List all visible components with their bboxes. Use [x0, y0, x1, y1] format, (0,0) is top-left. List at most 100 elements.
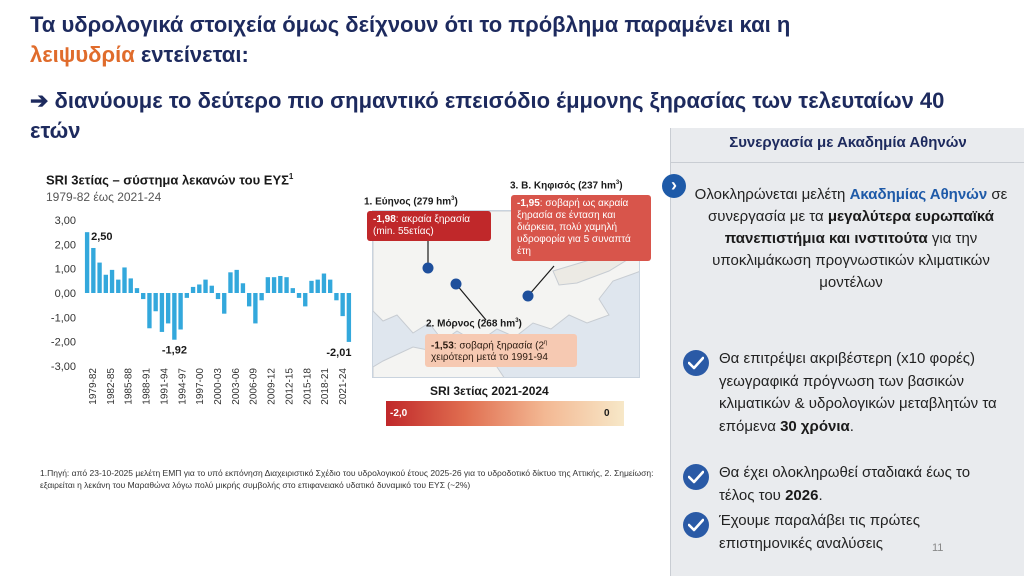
x-tick-label: 1979-82	[88, 368, 99, 405]
chart-bar	[141, 293, 146, 300]
chart-bar	[91, 247, 96, 293]
chart-bar	[153, 293, 158, 312]
chart-bar	[234, 269, 239, 293]
chart-bar	[222, 293, 227, 314]
y-tick-label: -2,00	[51, 337, 76, 349]
mornos-callout: -1,53: σοβαρή ξηρασία (2η χειρότερη μετά…	[425, 334, 577, 368]
slide-title: Τα υδρολογικά στοιχεία όμως δείχνουν ότι…	[30, 10, 990, 70]
data-label: -2,01	[326, 347, 351, 359]
title-accent-word: λειψυδρία	[30, 42, 135, 67]
chart-bar	[97, 262, 102, 293]
chart-bar	[159, 293, 165, 332]
chart-bar	[303, 293, 308, 307]
x-tick-label: 1985-88	[124, 368, 135, 405]
legend-title: SRI 3ετίας 2021-2024	[430, 384, 549, 398]
x-tick-label: 2009-12	[267, 368, 278, 405]
chart-title-footnote-ref: 1	[288, 172, 294, 181]
chevron-right-icon: ›	[662, 174, 686, 198]
chart-bar	[203, 279, 208, 293]
x-tick-label: 1997-00	[195, 368, 206, 405]
chart-bar	[271, 277, 277, 293]
data-label: 2,50	[91, 231, 112, 243]
bullet-item-1: Θα επιτρέψει ακριβέστερη (x10 φορές) γεω…	[683, 348, 1015, 448]
chart-bar	[184, 293, 190, 298]
chart-bar	[259, 293, 264, 301]
title-line2: εντείνεται:	[134, 42, 249, 67]
panel-intro-text: Ολοκληρώνεται μελέτη Ακαδημίας Αθηνών σε…	[694, 186, 1008, 291]
y-tick-label: -1,00	[51, 312, 76, 324]
x-tick-label: 1988-91	[142, 368, 153, 405]
chart-bar	[290, 288, 295, 293]
chart-bar	[334, 293, 339, 301]
chart-bar	[265, 277, 271, 293]
check-circle-icon	[683, 464, 709, 490]
chart-bar	[109, 269, 115, 293]
chart-bar	[284, 277, 289, 293]
color-scale-bar	[386, 401, 624, 426]
legend-min-label: -2,0	[390, 408, 408, 419]
chart-bar	[134, 288, 140, 293]
x-tick-label: 1991-94	[159, 368, 170, 405]
chart-bar	[315, 279, 320, 293]
slide-subtitle: ➔ διανύουμε το δεύτερο πιο σημαντικό επε…	[30, 88, 945, 143]
evinos-label: 1. Εύηνος (279 hm3)	[364, 196, 458, 208]
footnote: 1.Πηγή: από 23-10-2025 μελέτη ΕΜΠ για το…	[40, 468, 654, 490]
chart-bar	[309, 280, 314, 293]
chart-bar	[215, 293, 221, 300]
chart-subtitle: 1979-82 έως 2021-24	[46, 190, 162, 204]
chart-bar	[278, 275, 283, 293]
y-tick-label: 3,00	[55, 215, 76, 227]
bullet-text-2: Θα έχει ολοκληρωθεί σταδιακά έως το τέλο…	[719, 464, 971, 504]
sri-bar-chart: 3,00 2,00 1,00 0,00 -1,00 -2,00 -3,00 2,50 -1,92…	[51, 215, 352, 405]
x-tick-label: 2003-06	[231, 368, 242, 405]
kifisos-callout: -1,95: σοβαρή ως ακραία ξηρασία σε έντασ…	[511, 195, 651, 261]
chart-title: SRI 3ετίας – σύστημα λεκανών του ΕΥΣ1	[46, 172, 293, 187]
chart-bar	[190, 286, 196, 293]
y-tick-label: 1,00	[55, 264, 76, 276]
chart-bar	[340, 293, 345, 317]
page-number: 11	[932, 542, 944, 554]
x-tick-label: 1982-85	[106, 368, 117, 405]
chart-bar	[128, 278, 133, 293]
chart-bar	[296, 293, 302, 298]
bullet-item-3: Έχουμε παραλάβει τις πρώτες επιστημονικέ…	[683, 510, 1015, 556]
chart-bar	[197, 284, 202, 293]
y-tick-label: -3,00	[51, 361, 76, 373]
x-tick-label: 2006-09	[249, 368, 260, 405]
chart-bar	[321, 273, 327, 293]
chart-bar	[103, 274, 108, 293]
panel-heading: Συνεργασία με Ακαδημία Αθηνών	[729, 134, 967, 151]
x-tick-label: 2021-24	[338, 368, 349, 405]
academy-panel: Συνεργασία με Ακαδημία Αθηνών › Ολοκληρώ…	[662, 128, 1024, 576]
x-tick-label: 2000-03	[213, 368, 224, 405]
data-label: -1,92	[162, 345, 187, 357]
mornos-label: 2. Μόρνος (268 hm3)	[426, 318, 522, 330]
evinos-callout: -1,98: ακραία ξηρασία (min. 55ετίας)	[367, 211, 491, 241]
chart-bar	[346, 293, 352, 342]
chart-bar	[172, 293, 177, 340]
chart-bar	[178, 293, 183, 330]
check-circle-icon	[683, 350, 709, 376]
x-tick-label: 2012-15	[285, 368, 296, 405]
title-line1: Τα υδρολογικά στοιχεία όμως δείχνουν ότι…	[30, 12, 791, 37]
chart-bar	[328, 279, 333, 293]
y-tick-label: 0,00	[55, 288, 76, 300]
chart-bar	[228, 272, 233, 293]
chart-bar	[84, 232, 90, 293]
chart-bar	[147, 293, 152, 329]
chart-bar	[116, 279, 121, 293]
x-tick-label: 1994-97	[177, 368, 188, 405]
chart-bar	[246, 293, 252, 307]
y-tick-label: 2,00	[55, 239, 76, 251]
bullet-item-2: Θα έχει ολοκληρωθεί σταδιακά έως το τέλο…	[683, 462, 1015, 508]
x-tick-label: 2018-21	[320, 368, 331, 405]
chart-bar	[240, 283, 246, 293]
x-tick-label: 2015-18	[302, 368, 313, 405]
kifisos-label: 3. Β. Κηφισός (237 hm3)	[510, 180, 623, 192]
legend-max-label: 0	[604, 408, 610, 419]
bullet-text-1: Θα επιτρέψει ακριβέστερη (x10 φορές) γεω…	[719, 350, 997, 435]
panel-divider	[671, 162, 1024, 163]
bullet-text-3: Έχουμε παραλάβει τις πρώτες επιστημονικέ…	[719, 512, 920, 552]
chart-title-text: SRI 3ετίας – σύστημα λεκανών του ΕΥΣ	[46, 172, 289, 188]
chart-bar	[165, 293, 171, 324]
